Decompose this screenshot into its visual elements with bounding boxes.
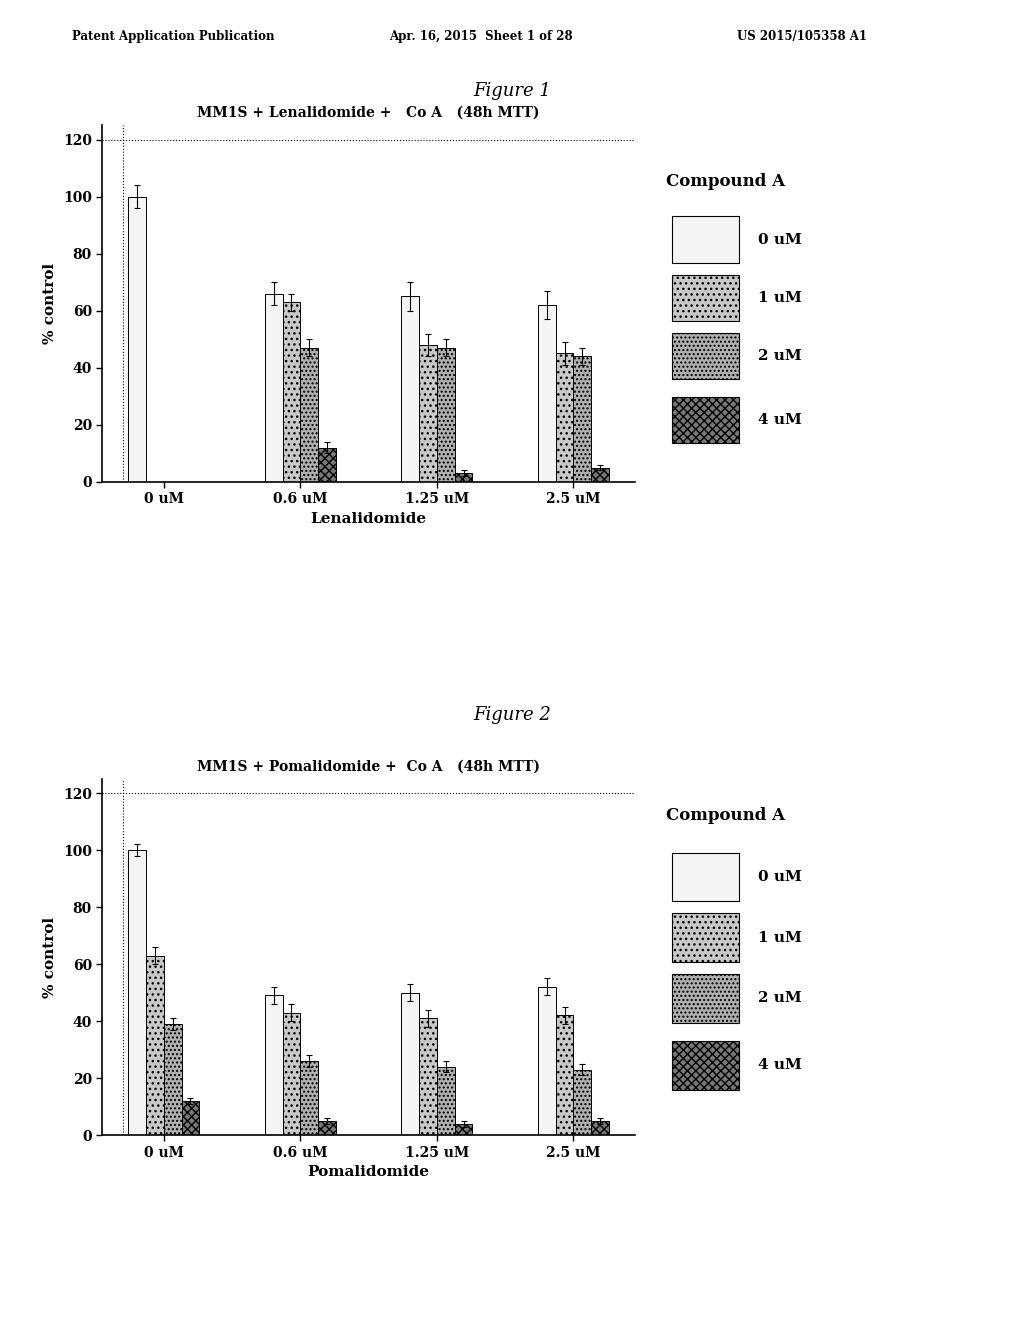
Bar — [672, 913, 739, 962]
Bar — [455, 1123, 472, 1135]
Bar — [455, 474, 472, 482]
Text: 4 uM: 4 uM — [758, 413, 802, 426]
X-axis label: Lenalidomide: Lenalidomide — [310, 512, 427, 525]
Text: US 2015/105358 A1: US 2015/105358 A1 — [737, 30, 867, 44]
Text: Compound A: Compound A — [666, 173, 784, 190]
Bar — [556, 1015, 573, 1135]
Bar — [300, 347, 318, 482]
Bar — [437, 1067, 455, 1135]
Bar — [437, 347, 455, 482]
Bar — [283, 302, 300, 482]
Bar — [265, 995, 283, 1135]
Bar — [265, 293, 283, 482]
Bar — [283, 1012, 300, 1135]
Bar — [300, 1061, 318, 1135]
Bar — [401, 993, 419, 1135]
Text: Apr. 16, 2015  Sheet 1 of 28: Apr. 16, 2015 Sheet 1 of 28 — [389, 30, 572, 44]
Text: 1 uM: 1 uM — [758, 290, 802, 305]
Bar — [164, 1024, 181, 1135]
Bar — [573, 1069, 591, 1135]
Bar — [419, 345, 437, 482]
Bar — [401, 297, 419, 482]
Y-axis label: % control: % control — [43, 916, 57, 998]
Bar — [146, 956, 164, 1135]
Bar — [419, 1018, 437, 1135]
Bar — [591, 467, 609, 482]
Bar — [672, 396, 739, 444]
Bar — [556, 354, 573, 482]
Bar — [591, 1121, 609, 1135]
Text: Figure 2: Figure 2 — [473, 706, 551, 725]
Bar — [318, 1121, 336, 1135]
Bar — [128, 850, 146, 1135]
X-axis label: Pomalidomide: Pomalidomide — [307, 1166, 430, 1179]
Bar — [672, 216, 739, 263]
Bar — [672, 853, 739, 902]
Bar — [538, 987, 556, 1135]
Text: Patent Application Publication: Patent Application Publication — [72, 30, 274, 44]
Text: 2 uM: 2 uM — [758, 348, 802, 363]
Bar — [672, 333, 739, 379]
Text: 0 uM: 0 uM — [758, 870, 802, 884]
Text: Compound A: Compound A — [666, 807, 784, 824]
Text: 0 uM: 0 uM — [758, 232, 802, 247]
Bar — [538, 305, 556, 482]
Text: 2 uM: 2 uM — [758, 991, 802, 1006]
Bar — [672, 1041, 739, 1089]
Bar — [672, 974, 739, 1023]
Bar — [181, 1101, 200, 1135]
Bar — [573, 356, 591, 482]
Text: Figure 1: Figure 1 — [473, 82, 551, 100]
Y-axis label: % control: % control — [43, 263, 57, 345]
Bar — [128, 197, 146, 482]
Text: 1 uM: 1 uM — [758, 931, 802, 945]
Title: MM1S + Lenalidomide +   Co A   (48h MTT): MM1S + Lenalidomide + Co A (48h MTT) — [198, 106, 540, 120]
Bar — [672, 275, 739, 321]
Text: 4 uM: 4 uM — [758, 1059, 802, 1072]
Title: MM1S + Pomalidomide +  Co A   (48h MTT): MM1S + Pomalidomide + Co A (48h MTT) — [198, 759, 540, 774]
Bar — [318, 447, 336, 482]
